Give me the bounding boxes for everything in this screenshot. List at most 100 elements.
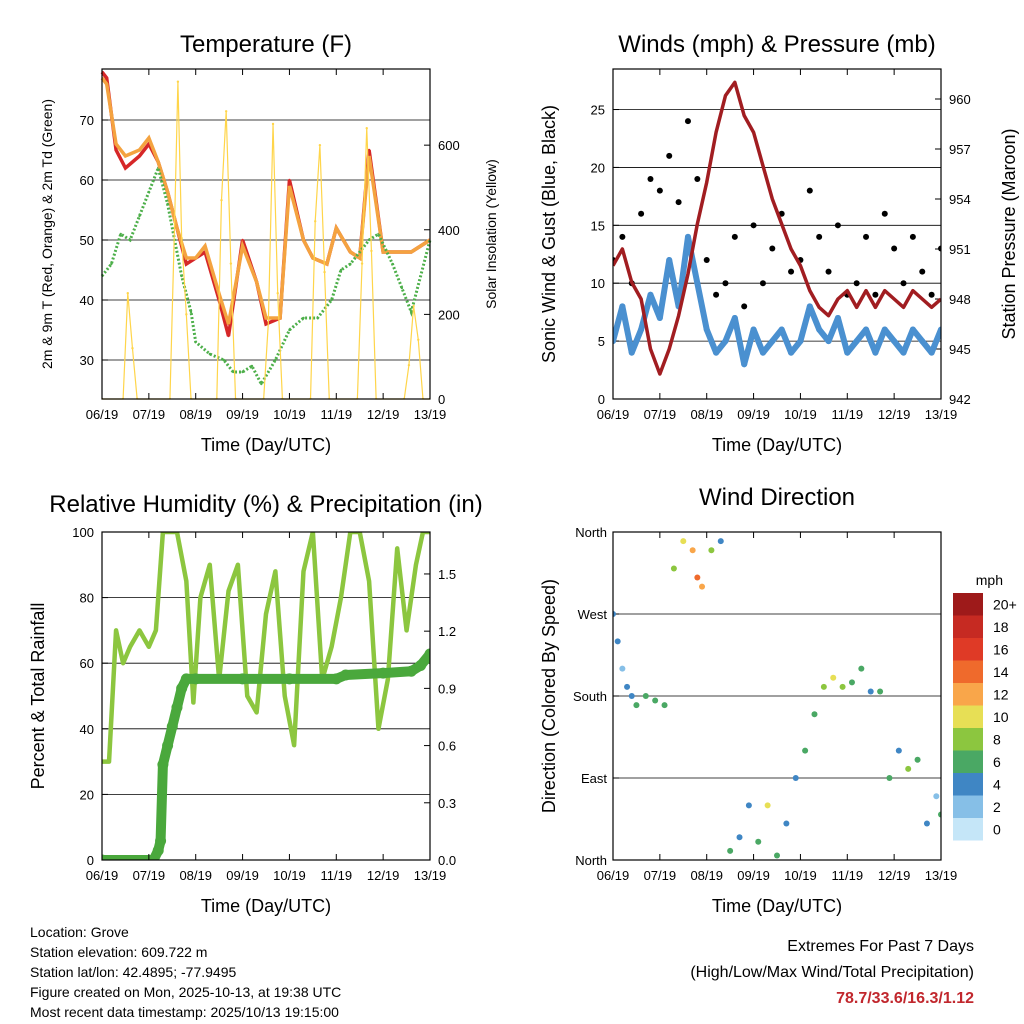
rh-series-line: [102, 532, 430, 764]
wind-data-point: [722, 338, 729, 345]
gust-data-point: [656, 187, 663, 194]
gust-data-point: [872, 291, 879, 298]
wind-data-point: [806, 303, 813, 310]
p3-x-tick-label: 09/19: [226, 868, 259, 883]
p4-y-axis-label: Direction (Colored By Speed): [539, 579, 559, 813]
p1-x-tick-label: 11/19: [320, 407, 352, 422]
gust-data-point: [750, 222, 757, 229]
wind-data-point: [703, 326, 710, 333]
legend-swatch: [953, 818, 983, 841]
p2-y-axis-label: Sonic Wind & Gust (Blue, Black): [539, 105, 559, 363]
direction-data-point: [745, 802, 752, 809]
wind-data-point: [628, 349, 635, 356]
p4-title: Wind Direction: [699, 484, 855, 511]
direction-data-point: [642, 693, 649, 699]
p1-y2-tick-label: 400: [438, 223, 460, 238]
direction-data-point: [755, 838, 762, 845]
p1-x-tick-label: 07/19: [133, 407, 166, 422]
temp-data-point: [110, 262, 113, 266]
direction-data-point: [848, 679, 855, 686]
direction-data-point: [628, 693, 635, 699]
direction-data-point: [783, 820, 790, 827]
direction-data-point: [727, 847, 734, 854]
p2-y-tick-label: 0: [598, 392, 605, 407]
p1-title: Temperature (F): [180, 31, 352, 58]
p4-y-tick-label: West: [578, 607, 608, 622]
gust-data-point: [816, 233, 823, 240]
wind-data-point: [881, 326, 888, 333]
direction-data-point: [764, 802, 771, 809]
legend-title: mph: [976, 572, 1003, 588]
legend-label: 14: [993, 664, 1009, 680]
wind-data-point: [666, 257, 673, 264]
p4-frame: [612, 531, 942, 861]
p2-x-tick-label: 06/19: [597, 407, 630, 422]
wind-data-point: [638, 326, 645, 333]
legend-label: 20+: [993, 596, 1017, 612]
rainfall-data-point: [162, 740, 174, 752]
direction-data-point: [774, 852, 780, 859]
p3-y2-tick-label: 1.5: [438, 567, 456, 582]
wind-data-point: [769, 338, 776, 345]
p1-y2-tick-label: 600: [438, 138, 460, 153]
wind-data-point: [834, 314, 841, 321]
latlon-text: Station lat/lon: 42.4895; -77.9495: [30, 964, 237, 980]
created-text: Figure created on Mon, 2025-10-13, at 19…: [30, 984, 342, 1000]
direction-data-point: [820, 683, 827, 690]
p2-x-tick-label: 08/19: [690, 407, 723, 422]
station-info: Location: Grove Station elevation: 609.7…: [30, 922, 341, 1022]
rainfall-data-point: [190, 673, 202, 685]
gust-data-point: [919, 268, 926, 275]
wind-data-point: [731, 314, 738, 321]
p3-x-tick-label: 13/19: [414, 868, 447, 883]
temp-data-point: [222, 358, 226, 362]
legend-label: 6: [993, 754, 1001, 770]
gust-data-point: [703, 257, 710, 264]
p3-x-tick-label: 06/19: [86, 868, 119, 883]
wind-data-point: [938, 326, 941, 333]
wind-data-point: [853, 338, 860, 345]
p2-y2-tick-label: 942: [949, 392, 971, 407]
legend-label: 10: [993, 709, 1009, 725]
p2-y2-tick-label: 945: [949, 342, 971, 357]
p4-x-tick-label: 13/19: [925, 868, 958, 883]
temp-data-point: [189, 310, 193, 314]
rainfall-data-point: [152, 844, 164, 856]
gust-data-point: [675, 199, 682, 206]
extremes-title: Extremes For Past 7 Days: [787, 938, 974, 955]
gust-data-point: [806, 187, 813, 194]
rainfall-data-point: [176, 682, 188, 694]
legend-swatch: [953, 593, 983, 616]
p1-x-tick-label: 06/19: [86, 407, 119, 422]
wind-data-point: [891, 338, 898, 345]
p2-y2-axis-label: Station Pressure (Maroon): [999, 128, 1019, 339]
legend-label: 16: [993, 641, 1009, 657]
p4-x-tick-label: 11/19: [831, 868, 863, 883]
p3-frame: [101, 531, 431, 861]
wind-data-point: [713, 349, 720, 356]
gust-data-point: [881, 210, 888, 217]
rainfall-data-point: [340, 669, 352, 681]
p3-y2-tick-label: 1.2: [438, 624, 456, 639]
p4-x-axis-label: Time (Day/UTC): [712, 896, 842, 916]
p3-x-tick-label: 12/19: [367, 868, 400, 883]
rainfall-data-point: [166, 721, 178, 733]
p4-y-tick-label: North: [575, 525, 607, 540]
direction-data-point: [933, 793, 940, 800]
p4-x-tick-label: 12/19: [878, 868, 911, 883]
legend-swatch: [953, 615, 983, 638]
rainfall-data-point: [237, 673, 249, 685]
p3-y2-tick-label: 0.9: [438, 681, 456, 696]
p1-x-tick-label: 13/19: [414, 407, 447, 422]
p2-y2-tick-label: 960: [949, 92, 971, 107]
direction-data-point: [905, 765, 912, 772]
p1-y-tick-label: 70: [80, 113, 94, 128]
p1-y-tick-label: 40: [80, 293, 94, 308]
p3-x-tick-label: 08/19: [179, 868, 212, 883]
wind-data-point: [900, 349, 907, 356]
direction-data-point: [689, 547, 696, 554]
rainfall-data-point: [415, 659, 427, 671]
direction-data-point: [680, 538, 687, 545]
gust-data-point: [694, 176, 701, 182]
direction-data-point: [923, 820, 930, 827]
